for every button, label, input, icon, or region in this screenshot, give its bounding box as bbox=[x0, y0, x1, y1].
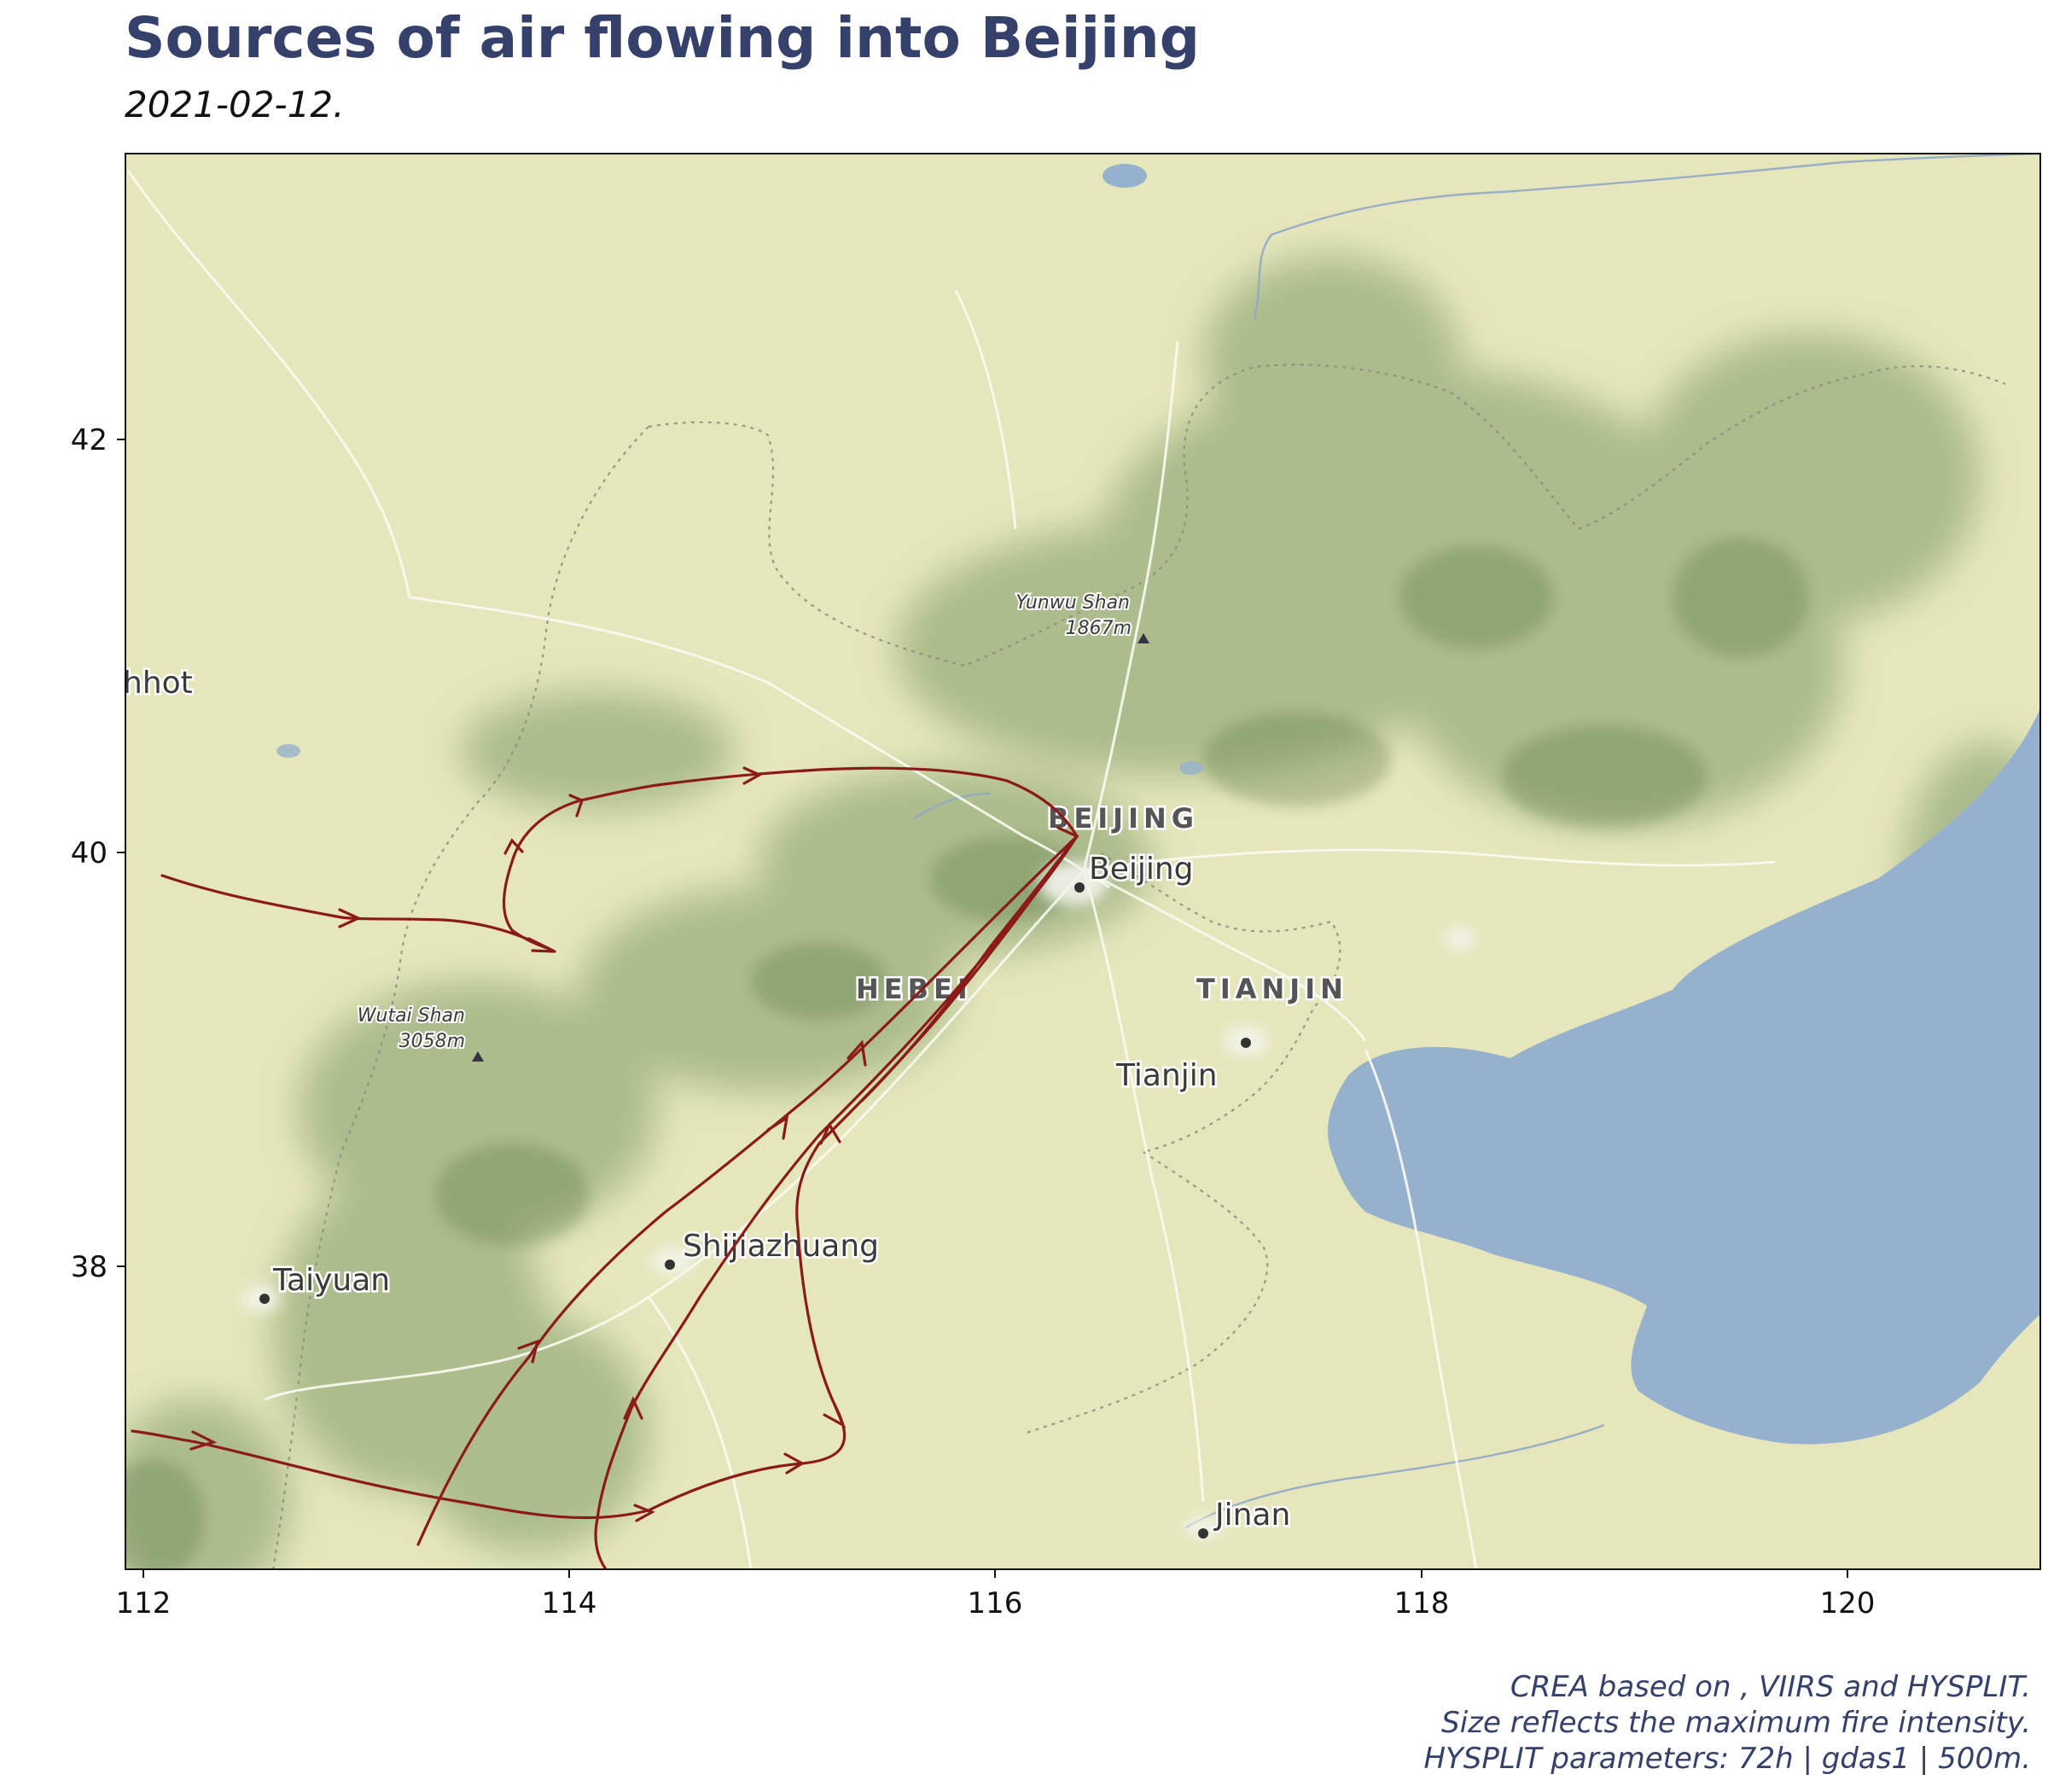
x-tick-labels: 112 114 116 118 120 bbox=[116, 1586, 1876, 1620]
lake bbox=[1103, 164, 1147, 188]
arrow bbox=[517, 1339, 540, 1364]
peak-elevation-wutai: 3058m bbox=[399, 1031, 465, 1052]
x-tick-120: 120 bbox=[1820, 1586, 1876, 1620]
x-tick-112: 112 bbox=[116, 1586, 172, 1620]
arrow bbox=[742, 766, 763, 785]
trajectory-east bbox=[860, 835, 1079, 1103]
city-label-jinan: Jinan bbox=[1213, 1498, 1290, 1533]
trajectories bbox=[131, 766, 1079, 1569]
peak-marker-yunwu bbox=[1137, 633, 1149, 643]
city-labels: Beijing Tianjin Shijiazhuang Taiyuan Jin… bbox=[123, 664, 1293, 1535]
bohai-sea bbox=[1328, 708, 2040, 1445]
x-tick-116: 116 bbox=[968, 1586, 1023, 1620]
x-tick-114: 114 bbox=[542, 1586, 597, 1620]
arrow bbox=[189, 1430, 218, 1451]
y-tick-38: 38 bbox=[71, 1250, 108, 1284]
arrow bbox=[823, 1403, 847, 1428]
y-tick-40: 40 bbox=[71, 836, 108, 870]
city-label-taiyuan: Taiyuan bbox=[272, 1263, 390, 1298]
arrow bbox=[527, 937, 556, 953]
caption-size-note: Size reflects the maximum fire intensity… bbox=[1441, 1706, 2031, 1740]
city-label-beijing: Beijing bbox=[1089, 852, 1194, 887]
chart-title: Sources of air flowing into Beijing bbox=[125, 5, 1200, 71]
province-label-tianjin: TIANJIN bbox=[1196, 973, 1348, 1005]
city-label-shijiazhuang: Shijiazhuang bbox=[683, 1229, 879, 1264]
city-marker-jinan bbox=[1198, 1528, 1208, 1539]
y-tick-42: 42 bbox=[71, 423, 108, 457]
basemap: BEIJING HEBEI TIANJIN Beijing Tianjin Sh… bbox=[123, 154, 2040, 1569]
caption: CREA based on , VIIRS and HYSPLIT. Size … bbox=[1423, 1669, 2031, 1777]
city-marker-tianjin bbox=[1241, 1038, 1251, 1048]
city-glows bbox=[242, 861, 1475, 1539]
peak-marker-wutai bbox=[472, 1051, 484, 1062]
peak-name-wutai: Wutai Shan bbox=[358, 1005, 465, 1027]
peak-markers bbox=[472, 633, 1149, 1062]
arrow bbox=[623, 1396, 643, 1420]
province-labels: BEIJING HEBEI TIANJIN bbox=[854, 800, 1348, 1008]
y-tick-labels: 42 40 38 bbox=[71, 423, 108, 1284]
arrow bbox=[847, 1039, 867, 1067]
arrow bbox=[783, 1452, 806, 1475]
map-frame bbox=[125, 153, 2041, 1570]
arrow bbox=[568, 794, 584, 817]
caption-parameters: HYSPLIT parameters: 72h | gdas1 | 500m. bbox=[1423, 1742, 2031, 1776]
arrow bbox=[819, 1121, 841, 1145]
city-marker-taiyuan bbox=[259, 1294, 270, 1304]
arrow bbox=[338, 908, 362, 928]
peak-elevation-yunwu: 1867m bbox=[1066, 618, 1132, 639]
province-boundaries bbox=[271, 364, 2006, 1569]
roads bbox=[126, 170, 1776, 1569]
city-markers bbox=[259, 882, 1251, 1539]
y-axis bbox=[117, 439, 125, 1267]
city-marker-shijiazhuang bbox=[665, 1260, 675, 1270]
rivers bbox=[912, 154, 2040, 1529]
trajectory-arrows bbox=[189, 766, 1079, 1522]
arrow bbox=[503, 838, 524, 855]
city-label-hohhot: hhot bbox=[123, 666, 193, 701]
mountain-relief-dark bbox=[125, 538, 1809, 1569]
caption-source: CREA based on , VIIRS and HYSPLIT. bbox=[1510, 1670, 2031, 1704]
province-label-beijing: BEIJING bbox=[1048, 802, 1199, 835]
chart-subtitle: 2021-02-12. bbox=[125, 84, 345, 125]
peak-name-yunwu: Yunwu Shan bbox=[1015, 592, 1130, 614]
trajectory-northern-loop bbox=[160, 766, 1079, 953]
lake bbox=[276, 744, 300, 758]
arrow bbox=[766, 1114, 789, 1140]
lake bbox=[1179, 761, 1203, 775]
city-label-tianjin: Tianjin bbox=[1115, 1058, 1218, 1093]
city-marker-beijing bbox=[1074, 882, 1085, 893]
trajectory-west bbox=[416, 835, 1079, 1546]
arrow bbox=[1056, 826, 1079, 853]
peak-labels: Yunwu Shan 1867m Wutai Shan 3058m bbox=[356, 591, 1133, 1054]
arrow bbox=[633, 1504, 655, 1522]
x-axis bbox=[143, 1569, 1848, 1578]
x-tick-118: 118 bbox=[1394, 1586, 1450, 1620]
